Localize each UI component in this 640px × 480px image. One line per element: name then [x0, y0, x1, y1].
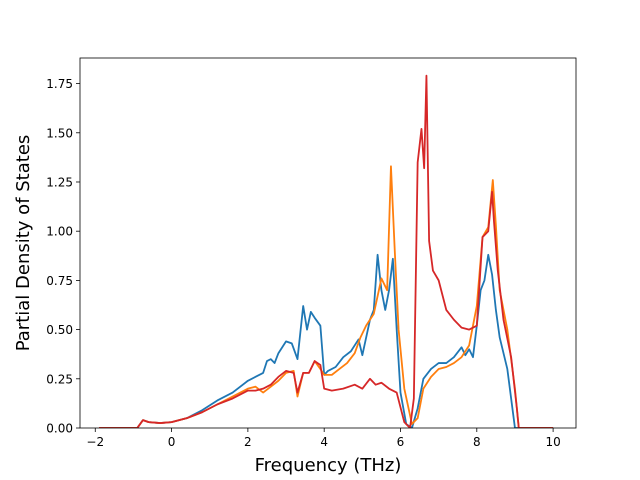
- series-line-2: [99, 165, 554, 428]
- axes-frame: [79, 57, 577, 429]
- y-axis-ticks: 0.00 0.25 0.50 0.75 1.00 1.25 1.50 1.75: [46, 77, 80, 436]
- x-axis-label: Frequency (THz): [255, 455, 402, 476]
- x-tick-label: 6: [397, 435, 405, 449]
- series-line-1: [99, 253, 554, 428]
- y-tick-label: 0.25: [46, 372, 73, 386]
- plot-lines: [99, 74, 554, 428]
- x-axis-ticks: −2 0 2 4 6 8 10: [86, 428, 561, 449]
- x-tick-label: 10: [545, 435, 560, 449]
- x-tick-label: −2: [86, 435, 104, 449]
- x-tick-label: 8: [473, 435, 481, 449]
- y-tick-label: 0.50: [46, 323, 73, 337]
- y-axis-label: Partial Density of States: [13, 135, 34, 352]
- y-tick-label: 1.50: [46, 126, 73, 140]
- y-tick-label: 0.00: [46, 422, 73, 436]
- y-tick-label: 1.25: [46, 175, 73, 189]
- x-tick-label: 2: [244, 435, 252, 449]
- x-tick-label: 0: [168, 435, 176, 449]
- y-tick-label: 1.75: [46, 77, 73, 91]
- x-tick-label: 4: [320, 435, 328, 449]
- series-line-3: [99, 74, 554, 428]
- y-tick-label: 1.00: [46, 225, 73, 239]
- y-tick-label: 0.75: [46, 274, 73, 288]
